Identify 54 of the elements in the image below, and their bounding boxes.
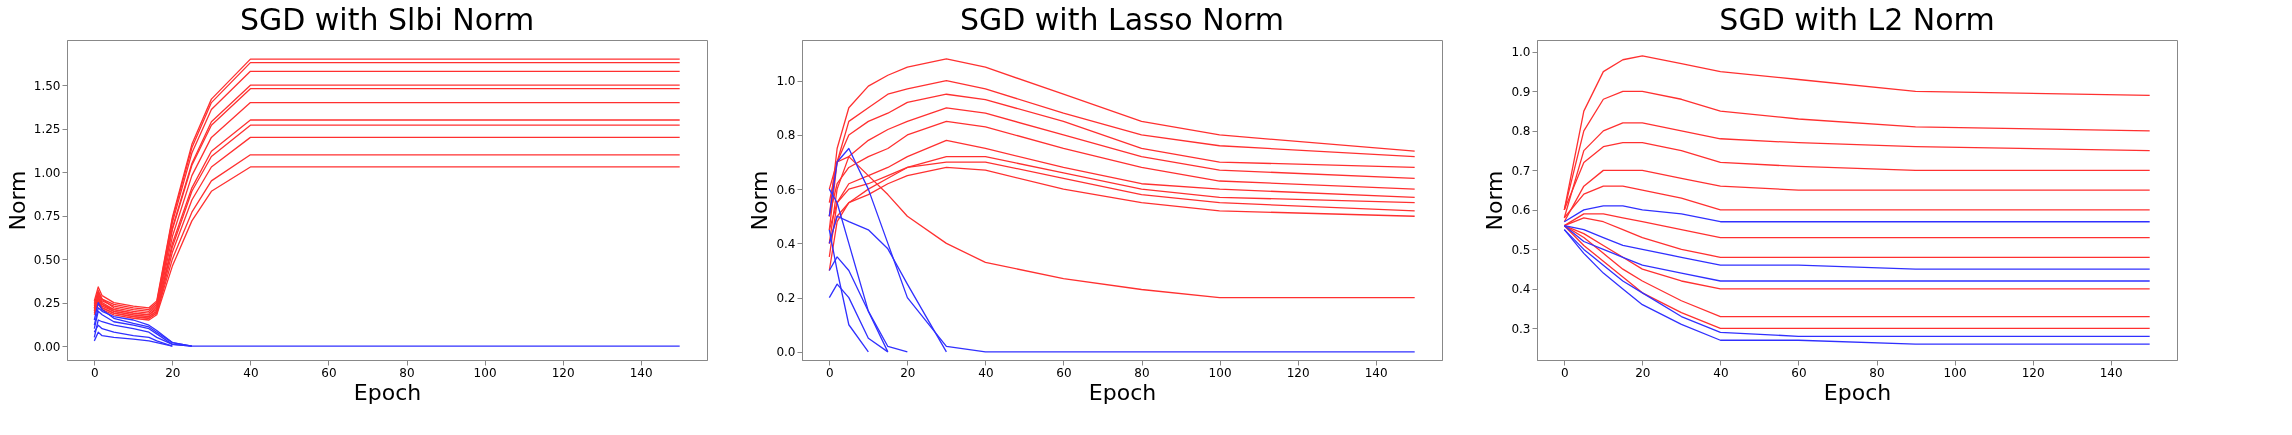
x-tick-label: 40 (243, 365, 259, 380)
x-tick-label: 40 (1713, 365, 1729, 380)
y-axis-title: Norm (1482, 170, 1508, 231)
y-tick-label: 0.2 (776, 291, 796, 306)
y-tick-label: 1.50 (33, 78, 61, 93)
x-tick-label: 80 (399, 365, 415, 380)
x-tick-label: 0 (1561, 365, 1569, 380)
x-tick-label: 20 (1635, 365, 1651, 380)
y-tick-label: 0.6 (776, 182, 796, 197)
x-tick-label: 20 (165, 365, 181, 380)
y-tick-label: 0.4 (776, 236, 796, 251)
y-tick-label: 0.7 (1511, 163, 1531, 178)
x-tick-label: 140 (629, 365, 653, 380)
y-tick-label: 0.25 (33, 296, 61, 311)
x-tick-label: 100 (1943, 365, 1967, 380)
chart-title: SGD with Slbi Norm (239, 2, 535, 37)
y-tick-label: 0.8 (1511, 124, 1531, 139)
y-tick-label: 0.50 (33, 252, 61, 267)
y-axis-title: Norm (4, 170, 30, 231)
y-tick-label: 0.0 (776, 345, 796, 360)
x-tick-label: 60 (321, 365, 337, 380)
x-tick-label: 40 (978, 365, 994, 380)
x-axis-title: Epoch (1823, 379, 1892, 405)
y-tick-label: 1.0 (1511, 45, 1531, 60)
x-tick-label: 140 (2099, 365, 2123, 380)
x-axis-title: Epoch (353, 379, 422, 405)
y-tick-label: 0.8 (776, 128, 796, 143)
x-tick-label: 120 (551, 365, 575, 380)
x-tick-label: 60 (1056, 365, 1072, 380)
y-tick-label: 1.25 (33, 122, 61, 137)
x-tick-label: 0 (826, 365, 834, 380)
y-tick-label: 0.6 (1511, 203, 1531, 218)
x-tick-label: 100 (473, 365, 497, 380)
y-tick-label: 0.4 (1511, 282, 1531, 297)
x-axis-title: Epoch (1088, 379, 1157, 405)
x-tick-label: 0 (91, 365, 99, 380)
y-tick-label: 0.00 (33, 339, 61, 354)
chart-title: SGD with L2 Norm (1719, 2, 1995, 37)
chart-title: SGD with Lasso Norm (959, 2, 1285, 37)
x-tick-label: 60 (1791, 365, 1807, 380)
y-tick-label: 1.00 (33, 165, 61, 180)
x-tick-label: 120 (2021, 365, 2045, 380)
x-tick-label: 120 (1286, 365, 1310, 380)
x-tick-label: 80 (1869, 365, 1885, 380)
y-tick-label: 0.3 (1511, 321, 1531, 336)
y-tick-label: 0.9 (1511, 84, 1531, 99)
y-tick-label: 0.75 (33, 209, 61, 224)
x-tick-label: 140 (1364, 365, 1388, 380)
y-tick-label: 1.0 (776, 74, 796, 89)
y-tick-label: 0.5 (1511, 242, 1531, 257)
x-tick-label: 100 (1208, 365, 1232, 380)
x-tick-label: 80 (1134, 365, 1150, 380)
x-tick-label: 20 (900, 365, 916, 380)
y-axis-title: Norm (747, 170, 773, 231)
